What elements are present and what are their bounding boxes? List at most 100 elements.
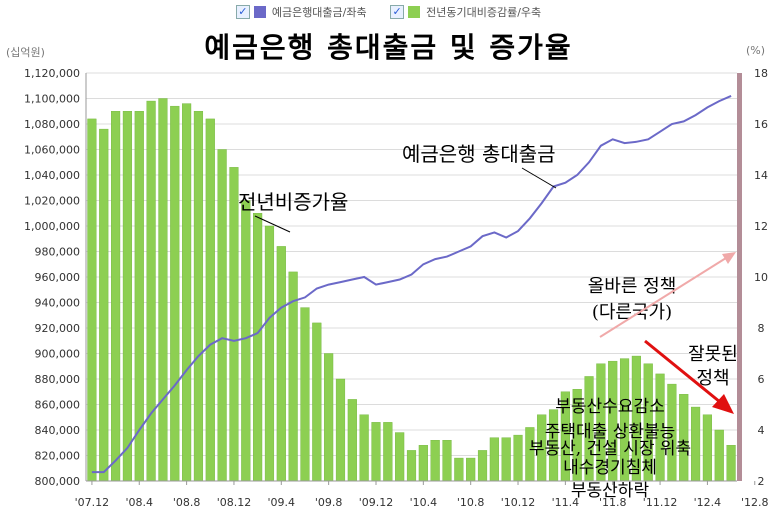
legend-checkbox-icon[interactable]: ✓ [235, 5, 250, 19]
right-policy-arrowhead [722, 252, 736, 264]
left-tick-label: 820,000 [35, 450, 81, 463]
annotation-growth-rate: 전년비증가율 [238, 190, 348, 214]
left-tick-label: 1,060,000 [24, 144, 80, 157]
x-tick-label: '11.8 [599, 496, 627, 509]
bar [726, 445, 736, 482]
left-tick-label: 1,000,000 [24, 220, 80, 233]
bar [371, 422, 381, 482]
annotation-right-policy: 올바른 정책 [588, 276, 677, 297]
annotation-right-policy: (다른국가) [592, 302, 672, 323]
annotation-leader-line [521, 167, 557, 189]
x-tick-label: '09.8 [315, 496, 343, 509]
annotation-cause: 부동산, 건설 시장 위축 [529, 439, 691, 459]
legend-label-yoy: 전년동기대비증감률/우축 [426, 6, 542, 19]
x-tick-label: '10.8 [457, 496, 485, 509]
x-tick-label: '08.4 [125, 496, 153, 509]
left-tick-label: 1,080,000 [24, 118, 80, 131]
left-tick-label: 980,000 [35, 246, 81, 259]
legend-swatch-bar [408, 6, 421, 18]
bar [264, 225, 275, 482]
bar [241, 200, 251, 482]
x-tick-label: '11.12 [643, 496, 678, 509]
bar [300, 307, 310, 482]
bar [702, 414, 712, 482]
legend-checkbox-icon[interactable]: ✓ [390, 5, 405, 19]
bar [87, 118, 97, 482]
left-tick-label: 840,000 [35, 424, 81, 437]
annotation-cause: 내수경기침체 [563, 458, 657, 478]
x-tick-label: '11.4 [552, 496, 580, 509]
x-tick-label: '12.8 [741, 496, 769, 509]
bar [146, 100, 156, 482]
annotation-wrong-policy: 잘못된 [688, 344, 738, 365]
annotation-cause: 부동산수요감소 [555, 397, 664, 417]
legend-item-yoy-growth[interactable]: ✓ 전년동기대비증감률/우축 [390, 4, 541, 20]
left-tick-label: 1,100,000 [24, 93, 80, 106]
legend-item-deposit-loans[interactable]: ✓ 예금은행대출금/좌축 [235, 4, 367, 20]
left-tick-label: 1,120,000 [24, 67, 80, 80]
left-tick-label: 920,000 [35, 322, 81, 335]
x-tick-label: '09.4 [268, 496, 296, 509]
right-tick-label: 8 [758, 322, 765, 335]
left-tick-label: 880,000 [35, 373, 81, 386]
wrong-policy-arrowhead [712, 394, 734, 414]
x-tick-label: '10.4 [410, 496, 438, 509]
annotation-loans-line: 예금은행 총대출금 [402, 142, 556, 166]
right-tick-label: 4 [758, 424, 765, 437]
right-tick-label: 16 [754, 118, 768, 131]
right-axis-unit: (%) [745, 44, 765, 57]
bar [466, 457, 476, 482]
bar [383, 422, 393, 482]
x-tick-label: '10.12 [501, 496, 536, 509]
bar [489, 437, 499, 482]
bar [205, 118, 215, 482]
x-tick-label: '08.8 [173, 496, 201, 509]
bar [253, 213, 263, 482]
bar [454, 457, 464, 482]
bar [406, 450, 417, 482]
right-tick-label: 2 [758, 475, 765, 488]
bar [111, 111, 121, 482]
bar [122, 111, 133, 482]
chart-title: 예금은행 총대출금 및 증가율 [204, 31, 573, 64]
legend: ✓ 예금은행대출금/좌축 ✓ 전년동기대비증감률/우축 [0, 4, 777, 20]
left-tick-label: 960,000 [35, 271, 81, 284]
annotation-cause: 부동산하락 [571, 481, 650, 501]
bar [276, 246, 286, 482]
annotation-leader-line [254, 215, 291, 233]
legend-label-deposit: 예금은행대출금/좌축 [271, 6, 367, 19]
loans-line [91, 94, 732, 474]
bar [690, 406, 701, 482]
left-tick-label: 800,000 [35, 475, 81, 488]
annotation-cause: 주택대출 상환불능 [545, 422, 676, 442]
bar [501, 437, 511, 482]
bar [513, 434, 523, 482]
bar [679, 394, 689, 482]
x-tick-label: '09.12 [359, 496, 394, 509]
bar [312, 322, 322, 482]
bar [158, 98, 168, 482]
right-tick-label: 12 [754, 220, 768, 233]
bar [229, 167, 239, 482]
wrong-policy-arrow [644, 339, 721, 404]
bar [442, 440, 452, 482]
bar [217, 149, 227, 482]
bar [430, 440, 440, 482]
bar [182, 103, 192, 482]
left-tick-label: 1,020,000 [24, 195, 80, 208]
right-tick-label: 10 [754, 271, 768, 284]
right-tick-label: 14 [754, 169, 768, 182]
bar [359, 414, 369, 482]
bar [99, 128, 109, 482]
left-tick-label: 940,000 [35, 297, 81, 310]
bar [193, 111, 204, 482]
x-tick-label: '08.12 [217, 496, 252, 509]
x-tick-label: '12.4 [694, 496, 722, 509]
bar [335, 378, 346, 482]
legend-swatch-line [253, 6, 266, 18]
bar [347, 399, 357, 482]
right-policy-arrow [599, 257, 727, 338]
right-tick-label: 6 [758, 373, 765, 386]
bar [477, 450, 488, 482]
